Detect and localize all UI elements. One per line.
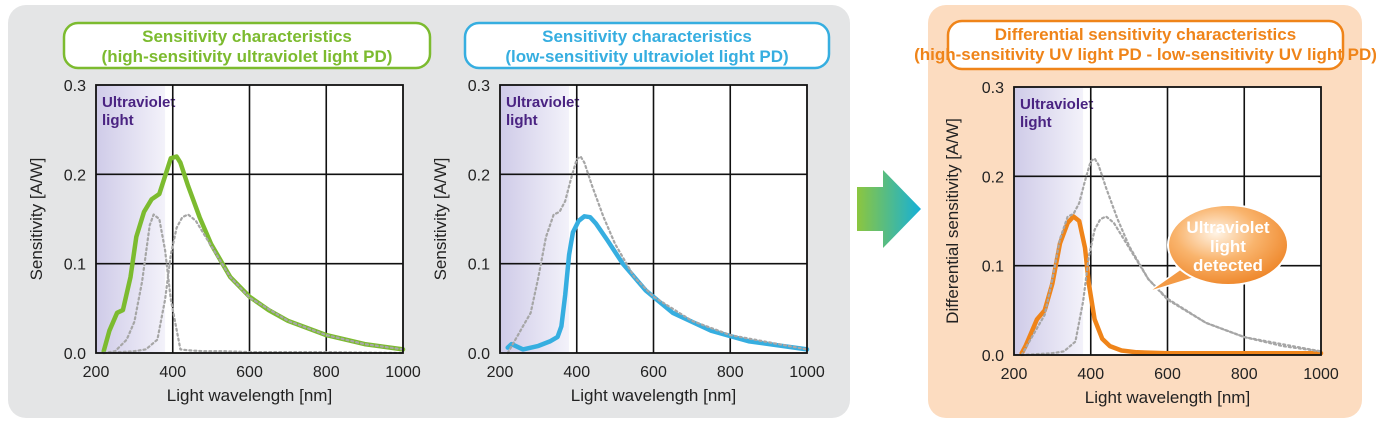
chart-title-line: (low-sensitivity ultraviolet light PD) [505, 47, 788, 66]
y-tick-label: 0.3 [982, 80, 1004, 97]
reference-series-line [1020, 157, 1323, 357]
y-axis-label: Sensitivity [A/W] [431, 158, 450, 281]
y-tick-label: 0.1 [982, 259, 1004, 276]
right-arrow-icon [857, 170, 921, 248]
callout-text-line: Ultraviolet [1186, 218, 1269, 237]
chart-title-line: Sensitivity characteristics [142, 27, 352, 46]
uv-band-label: Ultraviolet [506, 94, 579, 111]
y-tick-label: 0.1 [64, 257, 86, 274]
chart-2: Sensitivity characteristics(low-sensitiv… [431, 21, 831, 405]
chart-title-box [62, 21, 432, 70]
x-tick-label: 600 [1154, 366, 1181, 383]
series-line [505, 214, 810, 352]
y-tick-label: 0.0 [468, 346, 490, 363]
x-axis-label: Light wavelength [nm] [1085, 388, 1250, 407]
y-tick-label: 0.3 [64, 78, 86, 95]
chart-title-line: Sensitivity characteristics [542, 27, 752, 46]
chart-title-box [463, 21, 831, 70]
chart-1: Sensitivity characteristics(high-sensiti… [27, 21, 432, 405]
x-axis-label: Light wavelength [nm] [167, 386, 332, 405]
x-tick-label: 1000 [789, 364, 825, 381]
reference-series-line [1020, 215, 1323, 357]
chart-title-line: Differential sensitivity characteristics [995, 25, 1296, 44]
y-tick-label: 0.0 [982, 348, 1004, 365]
x-tick-label: 200 [83, 364, 110, 381]
x-tick-label: 1000 [385, 364, 421, 381]
x-tick-label: 600 [236, 364, 263, 381]
x-tick-label: 1000 [1303, 366, 1339, 383]
plot-frame [1013, 86, 1322, 356]
x-tick-label: 200 [487, 364, 514, 381]
chart-title-line: (high-sensitivity ultraviolet light PD) [102, 47, 393, 66]
x-axis-label: Light wavelength [nm] [571, 386, 736, 405]
y-tick-label: 0.2 [64, 167, 86, 184]
x-tick-label: 400 [563, 364, 590, 381]
reference-series-line [102, 213, 405, 355]
series-line [1019, 214, 1324, 356]
y-tick-label: 0.3 [468, 78, 490, 95]
plot-frame [499, 84, 808, 354]
y-tick-label: 0.2 [468, 167, 490, 184]
plot-frame [95, 84, 404, 354]
series-line [101, 154, 406, 354]
chart-title-box [946, 19, 1345, 71]
x-tick-label: 800 [313, 364, 340, 381]
callout-text-line: light [1210, 237, 1246, 256]
uv-band-label: Ultraviolet [102, 94, 175, 111]
y-axis-label: Sensitivity [A/W] [27, 158, 46, 281]
x-tick-label: 400 [1077, 366, 1104, 383]
x-tick-label: 600 [640, 364, 667, 381]
x-tick-label: 800 [1231, 366, 1258, 383]
uv-band [500, 85, 570, 353]
uv-band-label: light [1020, 114, 1052, 131]
y-tick-label: 0.0 [64, 346, 86, 363]
callout-text-line: detected [1193, 256, 1263, 275]
chart-3: Differential sensitivity characteristics… [914, 19, 1376, 407]
y-tick-label: 0.2 [982, 169, 1004, 186]
reference-series-line [506, 155, 809, 355]
chart-title-line: (high-sensitivity UV light PD - low-sens… [914, 45, 1376, 64]
y-axis-label: Differential sensitivity [A/W] [943, 118, 962, 324]
uv-band-label: Ultraviolet [1020, 96, 1093, 113]
uv-band [96, 85, 166, 353]
y-tick-label: 0.1 [468, 257, 490, 274]
x-tick-label: 800 [717, 364, 744, 381]
uv-band-label: light [102, 112, 134, 129]
x-tick-label: 400 [159, 364, 186, 381]
uv-band-label: light [506, 112, 538, 129]
x-tick-label: 200 [1001, 366, 1028, 383]
